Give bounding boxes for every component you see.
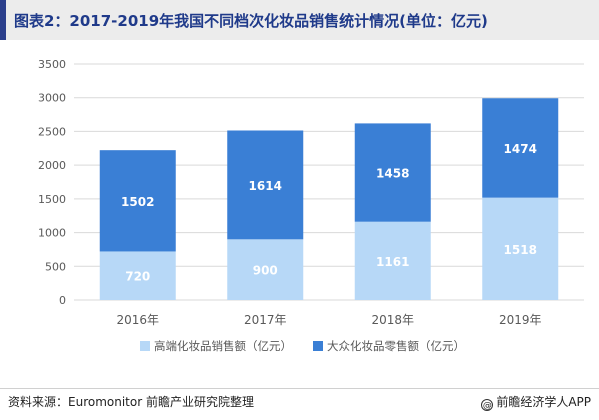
- data-label: 1458: [376, 167, 409, 181]
- title-accent-bar: [0, 0, 6, 40]
- bar-mass: [99, 150, 176, 252]
- y-tick-label: 0: [59, 294, 66, 307]
- bar-high-end: [99, 251, 176, 300]
- y-tick-label: 2500: [38, 125, 66, 138]
- bar-mass: [482, 98, 559, 198]
- data-label: 1502: [121, 195, 154, 209]
- data-label: 1474: [504, 142, 537, 156]
- y-tick-label: 2000: [38, 159, 66, 172]
- x-tick-label: 2017年: [244, 313, 287, 327]
- bar-high-end: [482, 197, 559, 300]
- bar-high-end: [354, 221, 431, 300]
- x-tick-label: 2018年: [371, 313, 414, 327]
- legend-label: 高端化妆品销售额（亿元）: [154, 339, 292, 353]
- legend-label: 大众化妆品零售额（亿元）: [327, 339, 465, 353]
- data-label: 1518: [504, 243, 537, 257]
- credit-note: @ 前瞻经济学人APP: [481, 393, 591, 411]
- data-label: 900: [253, 264, 278, 278]
- x-tick-label: 2016年: [116, 313, 159, 327]
- legend-swatch: [313, 341, 323, 351]
- title-row: 图表2：2017-2019年我国不同档次化妆品销售统计情况(单位：亿元): [0, 0, 599, 40]
- y-tick-label: 1500: [38, 193, 66, 206]
- y-tick-label: 3500: [38, 58, 66, 71]
- data-label: 1161: [376, 255, 409, 269]
- y-tick-label: 500: [45, 260, 66, 273]
- stacked-bar-chart: 0 500 1000 1500 2000 2500 3000 3500 720 1502 2016年…: [38, 58, 584, 353]
- bar-mass: [227, 130, 304, 240]
- footer-divider: [0, 388, 599, 389]
- bar-high-end: [227, 239, 304, 300]
- y-tick-label: 3000: [38, 92, 66, 105]
- data-label: 1614: [249, 179, 282, 193]
- y-tick-label: 1000: [38, 227, 66, 240]
- legend-swatch: [140, 341, 150, 351]
- credit-text: 前瞻经济学人APP: [496, 395, 591, 409]
- chart-title: 图表2：2017-2019年我国不同档次化妆品销售统计情况(单位：亿元): [14, 12, 488, 30]
- x-tick-label: 2019年: [499, 313, 542, 327]
- at-icon: @: [481, 399, 494, 411]
- source-note: 资料来源：Euromonitor 前瞻产业研究院整理: [8, 395, 254, 409]
- data-label: 720: [125, 270, 150, 284]
- bar-mass: [354, 123, 431, 222]
